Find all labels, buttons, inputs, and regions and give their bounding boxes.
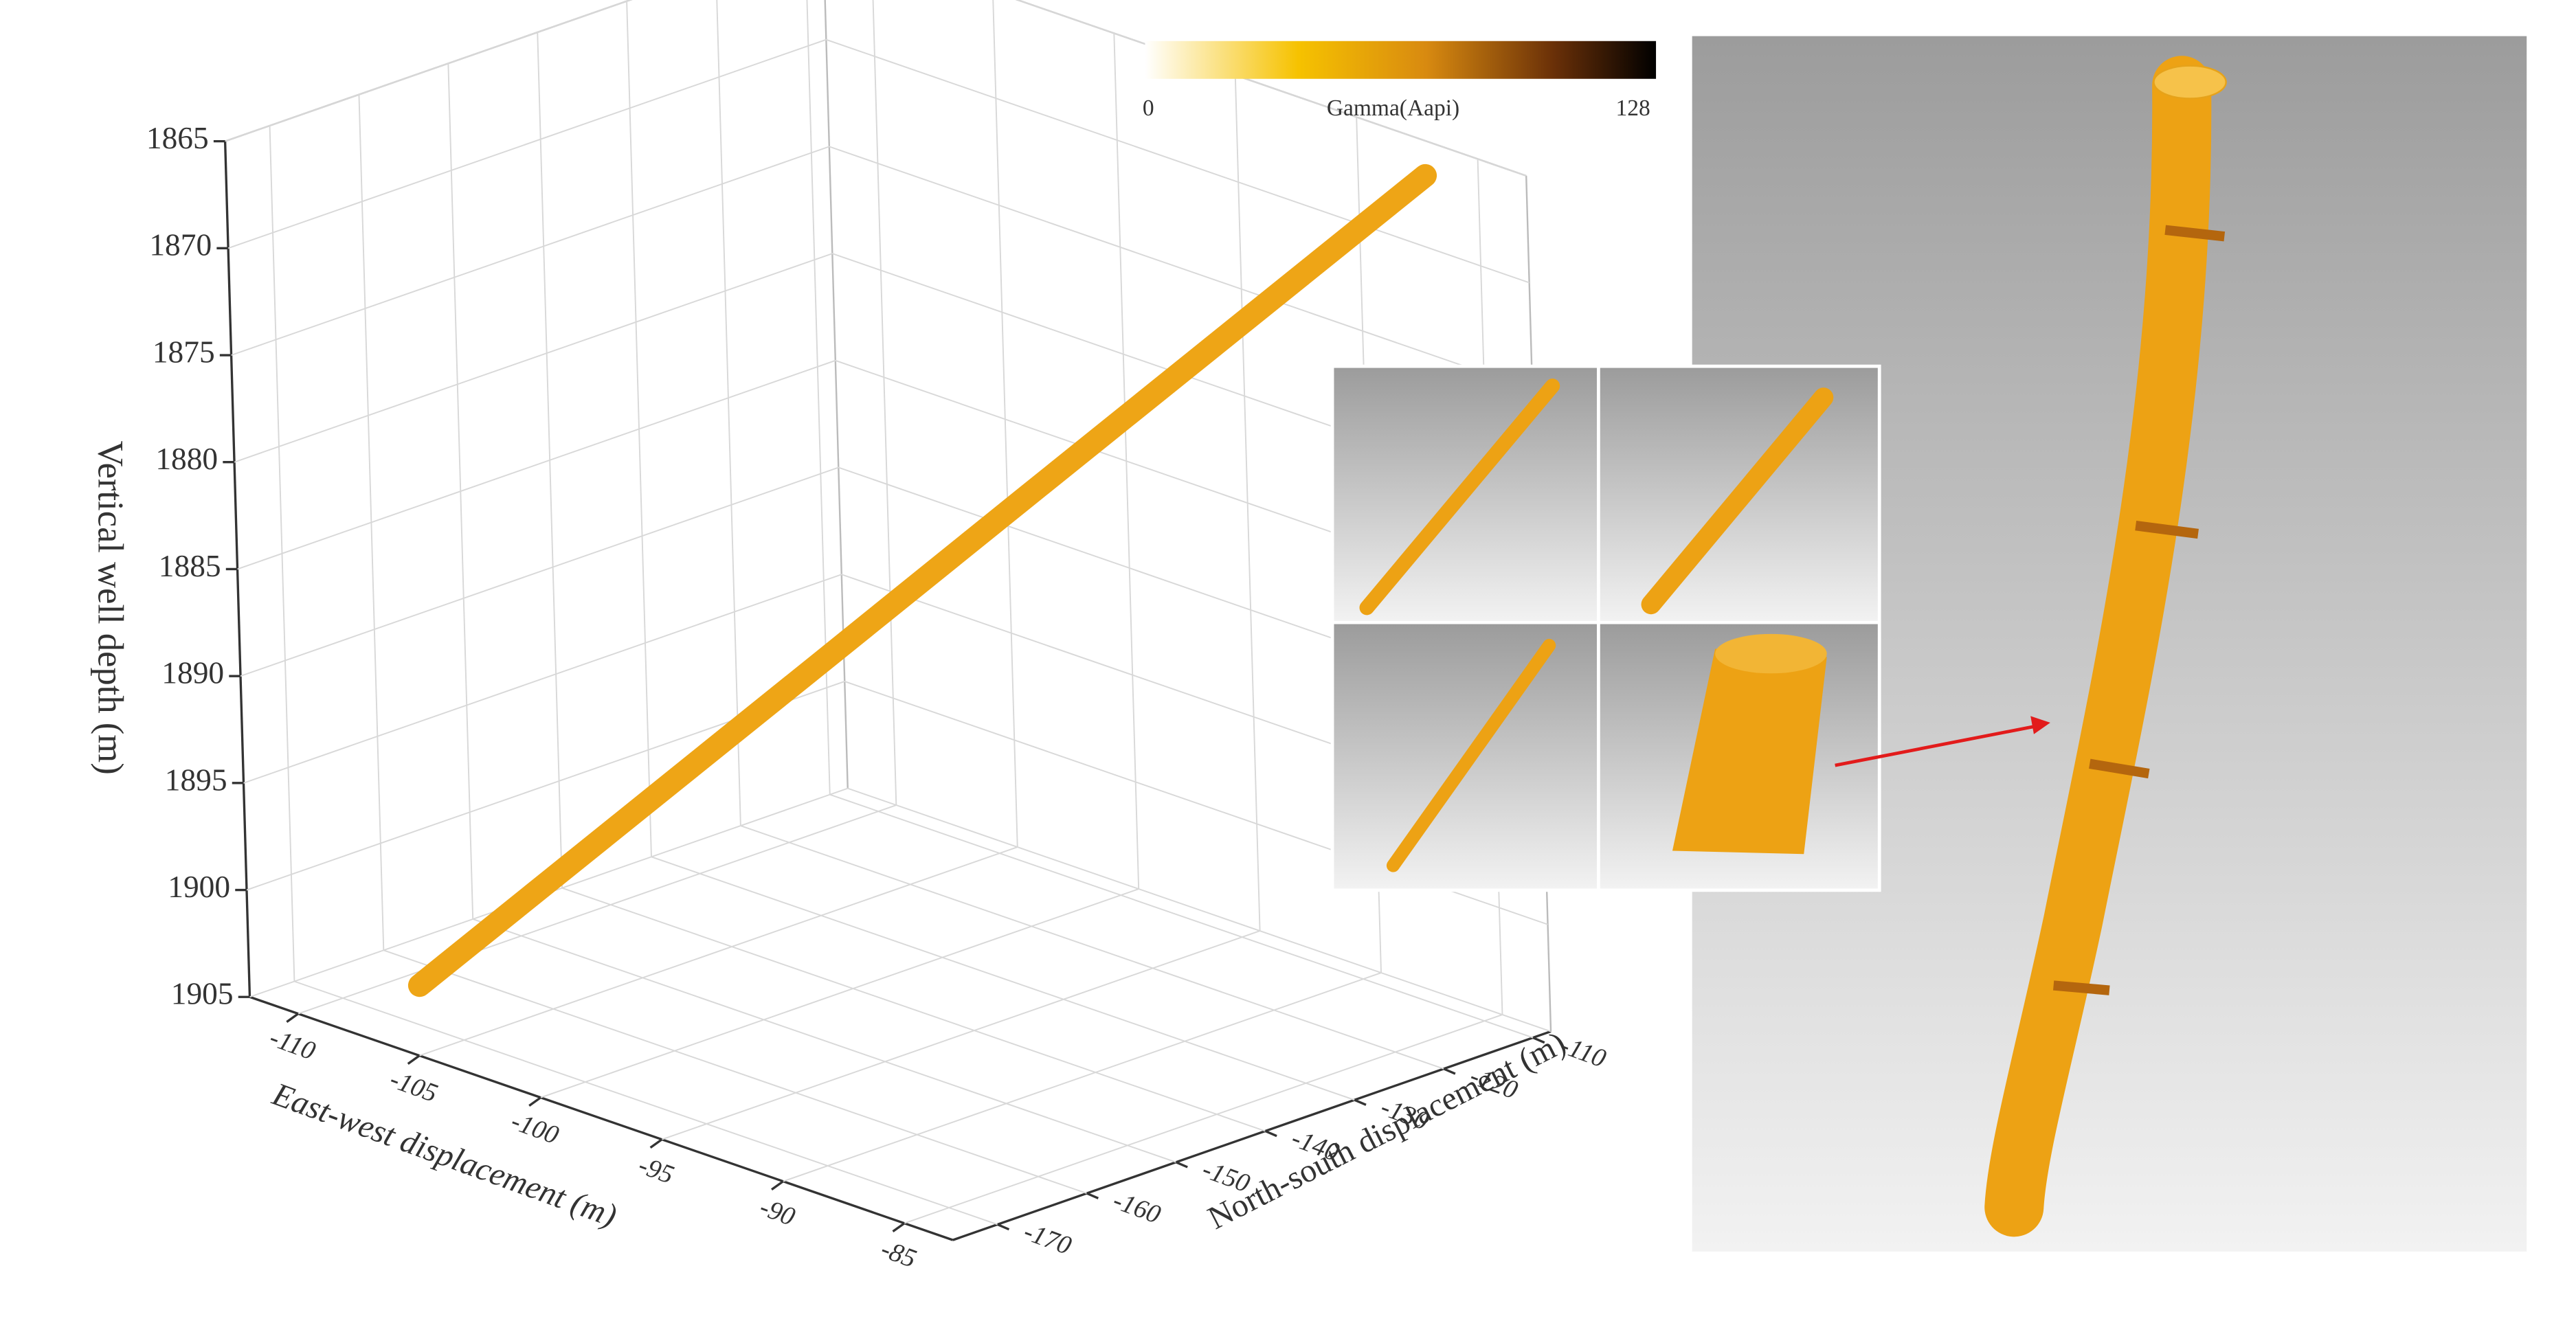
grid-line <box>246 680 1548 925</box>
grid-line <box>447 63 1176 1163</box>
x-tick-label: -95 <box>635 1151 677 1190</box>
grid-line <box>419 0 1018 1057</box>
grid-line <box>358 94 1087 1195</box>
tick-mark <box>1264 1129 1277 1138</box>
z-tick-label: 1890 <box>161 656 224 690</box>
grid-line <box>231 146 1533 391</box>
colorbar-tick-label: 0 <box>1143 95 1154 121</box>
well-render <box>1984 56 2212 1237</box>
z-tick-label: 1895 <box>165 763 227 797</box>
inset-tube <box>1359 379 1560 616</box>
y-axis-line <box>952 1030 1552 1241</box>
grid-line <box>234 253 1536 497</box>
axis-edge <box>225 0 633 142</box>
inset-tube-zoom <box>1672 648 1827 855</box>
colorbar <box>1145 41 1657 79</box>
well-trajectory <box>407 163 1437 997</box>
x-tick-label: -90 <box>756 1193 798 1232</box>
colorbar-tick-label: 128 <box>1615 95 1650 121</box>
tick-mark <box>528 1096 541 1107</box>
arrow-head <box>2030 716 2050 734</box>
z-tick-label: 1875 <box>153 335 215 369</box>
tick-mark <box>997 1223 1010 1231</box>
grid-line <box>237 359 1539 605</box>
grid-line <box>269 125 998 1226</box>
arrow <box>1835 724 2038 767</box>
x-tick-label: -100 <box>507 1107 562 1150</box>
x-axis-line <box>249 995 954 1241</box>
x-tick-label: -110 <box>266 1023 320 1065</box>
render-bands <box>2053 225 2226 995</box>
z-tick-label: 1870 <box>149 228 212 262</box>
grid-line <box>225 0 1527 177</box>
z-tick-label: 1880 <box>155 442 218 476</box>
y-tick-label: -160 <box>1109 1186 1164 1229</box>
tick-mark <box>892 1222 906 1233</box>
y-tick-label: -170 <box>1020 1217 1075 1261</box>
x-tick-label: -85 <box>877 1234 920 1274</box>
x-tick-label: -105 <box>386 1065 441 1108</box>
inset-tube-top <box>1715 633 1827 674</box>
tick-mark <box>771 1180 784 1191</box>
tick-mark <box>1443 1068 1456 1075</box>
z-tick-label: 1905 <box>171 977 234 1011</box>
render-top <box>2153 65 2227 100</box>
tick-mark <box>649 1138 663 1149</box>
grid-line <box>540 33 1140 1098</box>
z-axis-label: Vertical well depth (m) <box>90 441 130 775</box>
grid-line <box>243 574 1545 818</box>
grid-line <box>806 0 1534 1039</box>
z-tick-label: 1900 <box>168 870 230 904</box>
colorbar-label: Gamma(Aapi) <box>1327 95 1459 121</box>
z-tick-label: 1865 <box>146 121 209 155</box>
grid-line <box>662 75 1261 1140</box>
y-axis-label: North-south displacement (m) <box>1202 1024 1571 1237</box>
tick-mark <box>407 1054 421 1065</box>
grid-line <box>537 32 1266 1132</box>
grid-line <box>240 466 1542 712</box>
x-axis-label: East-west displacement (m) <box>267 1076 622 1234</box>
inset-tube <box>1386 639 1556 872</box>
grid-line <box>626 1 1355 1101</box>
axis-edge <box>1015 0 1527 177</box>
inset <box>1330 364 1881 892</box>
tick-mark <box>1175 1161 1188 1169</box>
z-tick-label: 1885 <box>159 549 221 583</box>
inset-tube <box>1641 387 1834 615</box>
tick-mark <box>1086 1192 1099 1199</box>
grid-line <box>249 787 1552 1032</box>
grid-line <box>298 0 897 1015</box>
grid-line <box>716 0 1444 1070</box>
tick-mark <box>286 1013 300 1023</box>
grid-line <box>227 38 1530 284</box>
tick-mark <box>1354 1098 1367 1106</box>
tick-mark <box>1532 1036 1545 1044</box>
